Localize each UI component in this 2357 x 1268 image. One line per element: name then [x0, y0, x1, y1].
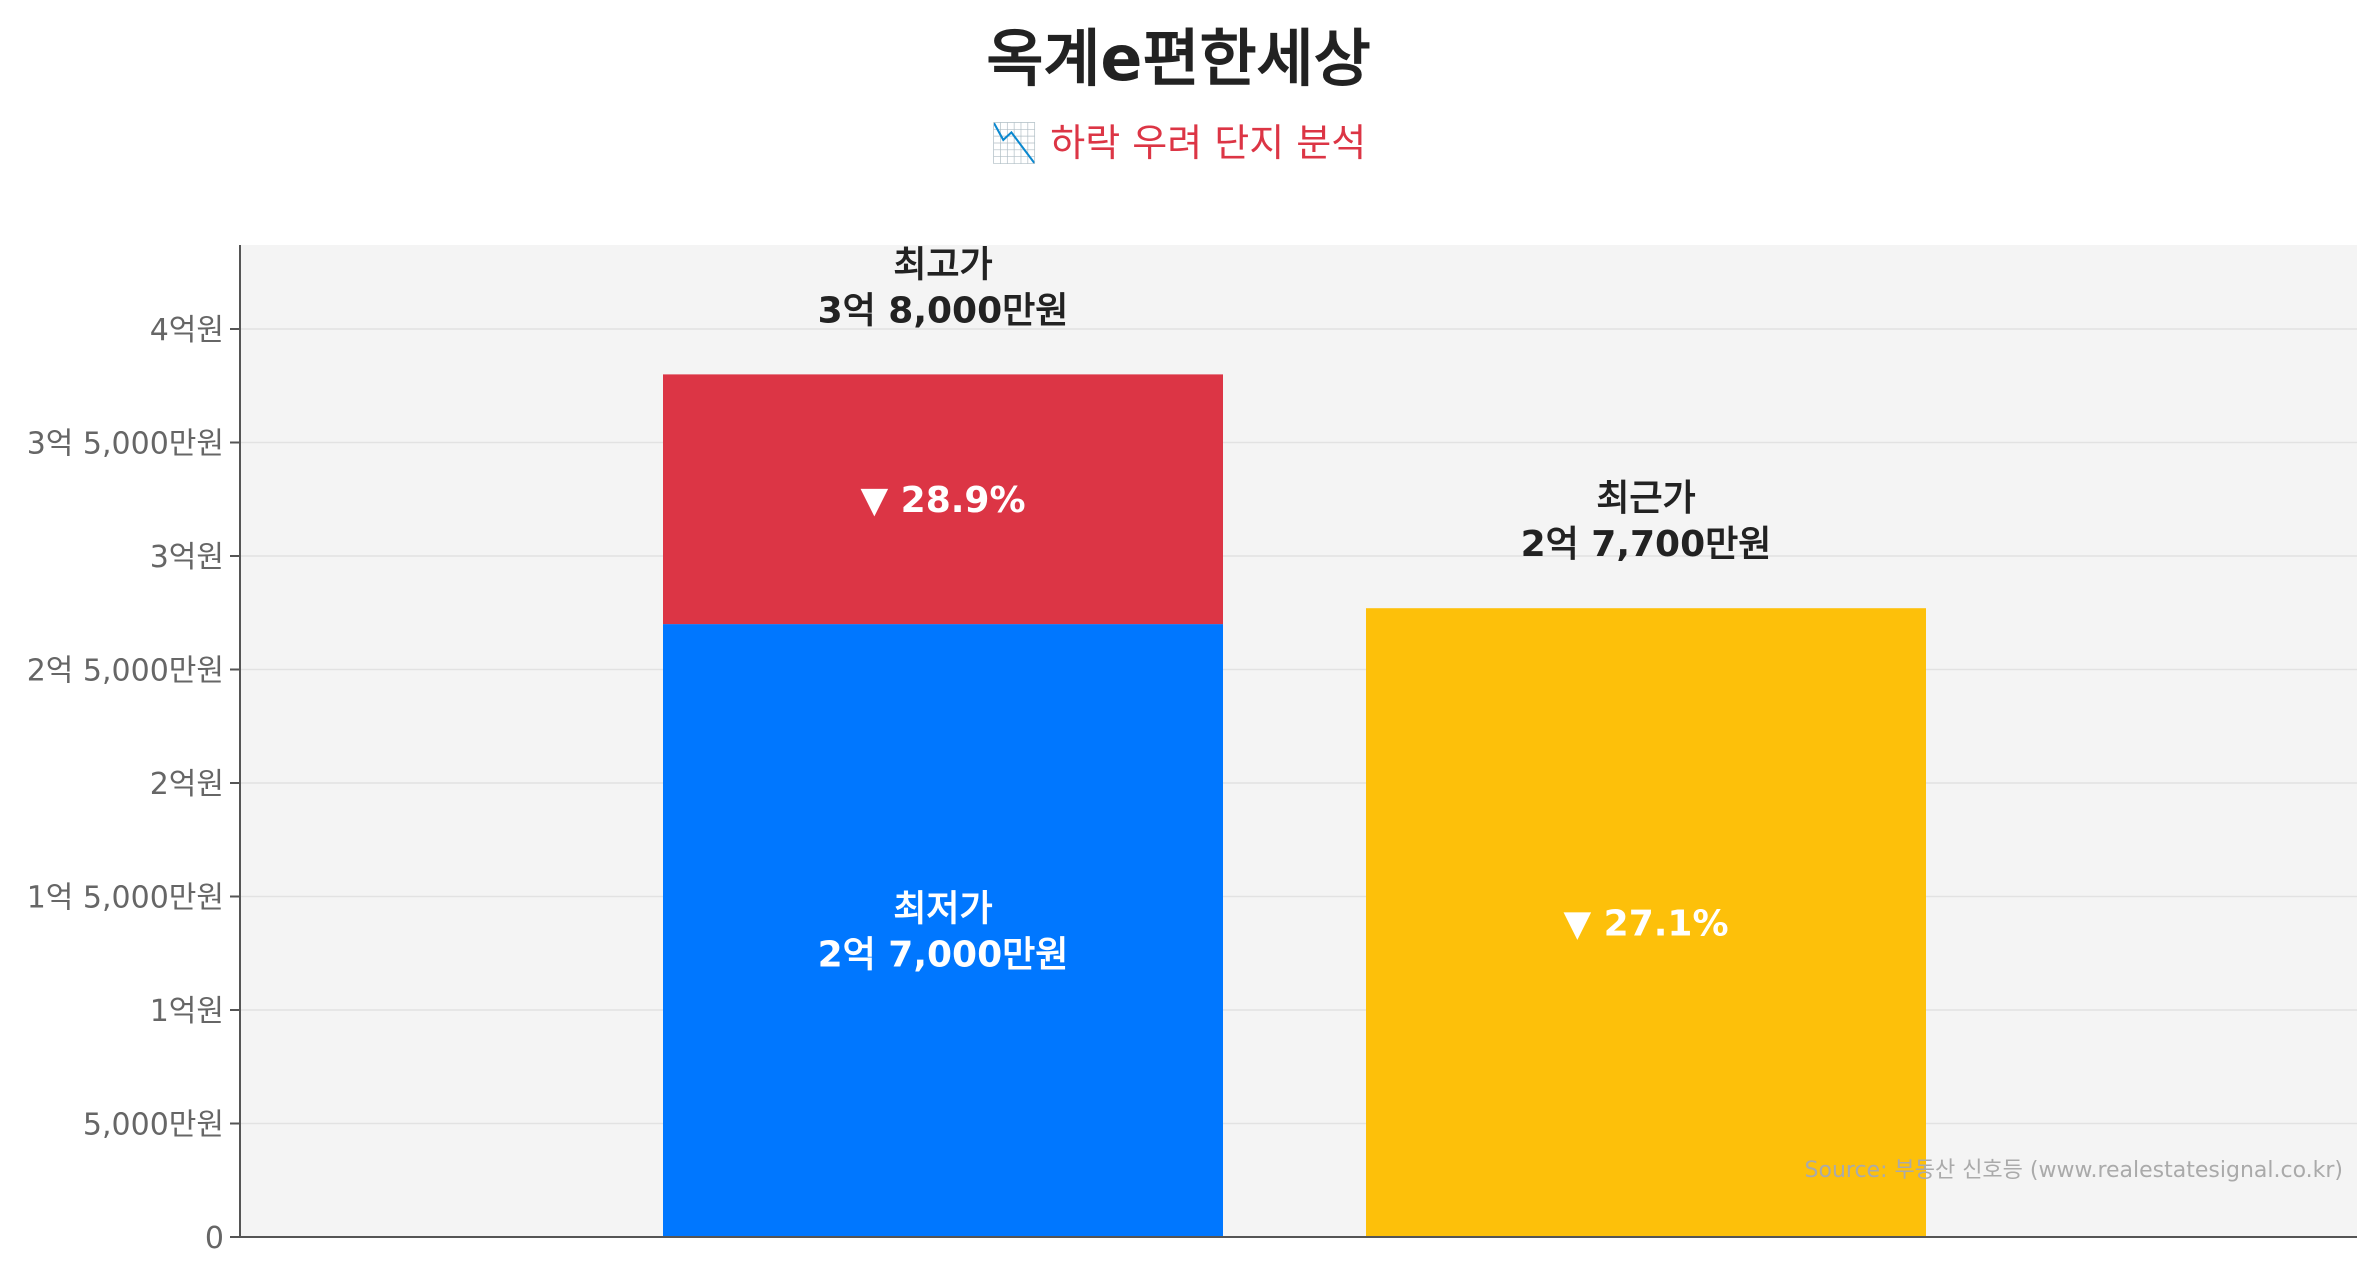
bar-top-label: 3억 8,000만원 — [818, 290, 1069, 331]
y-tick-label: 1억 5,000만원 — [27, 880, 224, 915]
bar-top-label: 최근가 — [1596, 478, 1695, 519]
source-note: Source: 부동산 신호등 (www.realestatesignal.co… — [1804, 1158, 2343, 1183]
y-tick-label: 2억 5,000만원 — [27, 653, 224, 688]
y-tick-label: 1억원 — [150, 994, 224, 1029]
y-tick-label: 5,000만원 — [83, 1107, 224, 1142]
bar-segment-label: 최저가 — [893, 889, 992, 930]
bars-group — [663, 374, 1926, 1237]
bar-segment-label: ▼ 28.9% — [860, 480, 1025, 521]
bar-top-label: 최고가 — [893, 244, 992, 285]
bar-segment-최근가 — [1366, 608, 1926, 1237]
bar-segment-최저가 — [663, 624, 1223, 1237]
plot-background — [240, 245, 2357, 1237]
bar-labels-group: 최저가 2억 7,000만원 ▼ 28.9% 최고가 3억 8,000만원 ▼ 27.1%… — [818, 244, 1772, 975]
gridlines — [240, 328, 2357, 1125]
y-tick-label: 3억원 — [150, 540, 224, 575]
bar-segment-label: ▼ 27.1% — [1563, 904, 1728, 945]
bar-top-label: 2억 7,700만원 — [1521, 524, 1772, 565]
bar-segment-drop — [663, 374, 1223, 625]
y-tick-label: 4억원 — [150, 313, 224, 348]
y-axis-ticks: 0 5,000만원 1억원 1억 5,000만원 2억원 2억 5,000만원 3억원 3억 … — [27, 313, 240, 1256]
chart-title: 옥계e편한세상 — [986, 22, 1371, 95]
y-tick-label: 2억원 — [150, 767, 224, 802]
y-tick-label: 3억 5,000만원 — [27, 426, 224, 461]
bar-segment-label: 2억 7,000만원 — [818, 935, 1069, 976]
y-tick-label: 0 — [205, 1221, 224, 1256]
chart-subtitle: 📉 하락 우려 단지 분석 — [990, 121, 1367, 165]
